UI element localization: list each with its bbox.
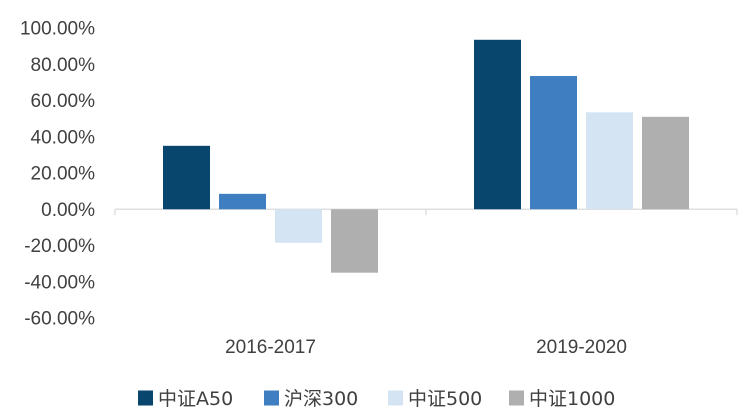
legend-label: 中证1000 (529, 388, 615, 410)
y-tick-label: 80.00% (31, 55, 96, 76)
y-tick-label: 60.00% (31, 91, 96, 112)
legend-label: 中证500 (408, 388, 482, 410)
bar-4-2019-2020 (642, 116, 689, 210)
legend-label: 中证A50 (158, 388, 233, 410)
bar-2-2019-2020 (530, 76, 577, 210)
axis-layer: 100.00% 80.00% 60.00% 40.00% 20.00% 0.00% -20.… (20, 19, 738, 358)
legend-swatch (138, 390, 153, 406)
y-tick-label: -60.00% (24, 309, 95, 330)
y-tick-label: 40.00% (31, 127, 96, 148)
bar-4-2016-2017 (331, 209, 378, 273)
legend: 中证A50 沪深300 中证500 中证1000 (138, 388, 615, 410)
bar-3-2019-2020 (586, 112, 633, 210)
legend-swatch (509, 390, 524, 406)
y-tick-label: 100.00% (20, 19, 95, 40)
x-category-label: 2016-2017 (225, 337, 316, 358)
y-tick-label: -20.00% (24, 236, 95, 257)
legend-swatch (264, 390, 279, 406)
y-tick-label: -40.00% (24, 272, 95, 293)
y-tick-label: 0.00% (41, 200, 95, 221)
legend-label: 沪深300 (284, 388, 358, 410)
bar-2-2016-2017 (219, 193, 266, 210)
y-tick-label: 20.00% (31, 164, 96, 185)
bar-1-2019-2020 (474, 39, 521, 210)
bar-layer (163, 39, 689, 273)
legend-swatch (388, 390, 403, 406)
bar-3-2016-2017 (275, 209, 322, 243)
bar-1-2016-2017 (163, 145, 210, 210)
x-category-label: 2019-2020 (536, 337, 627, 358)
